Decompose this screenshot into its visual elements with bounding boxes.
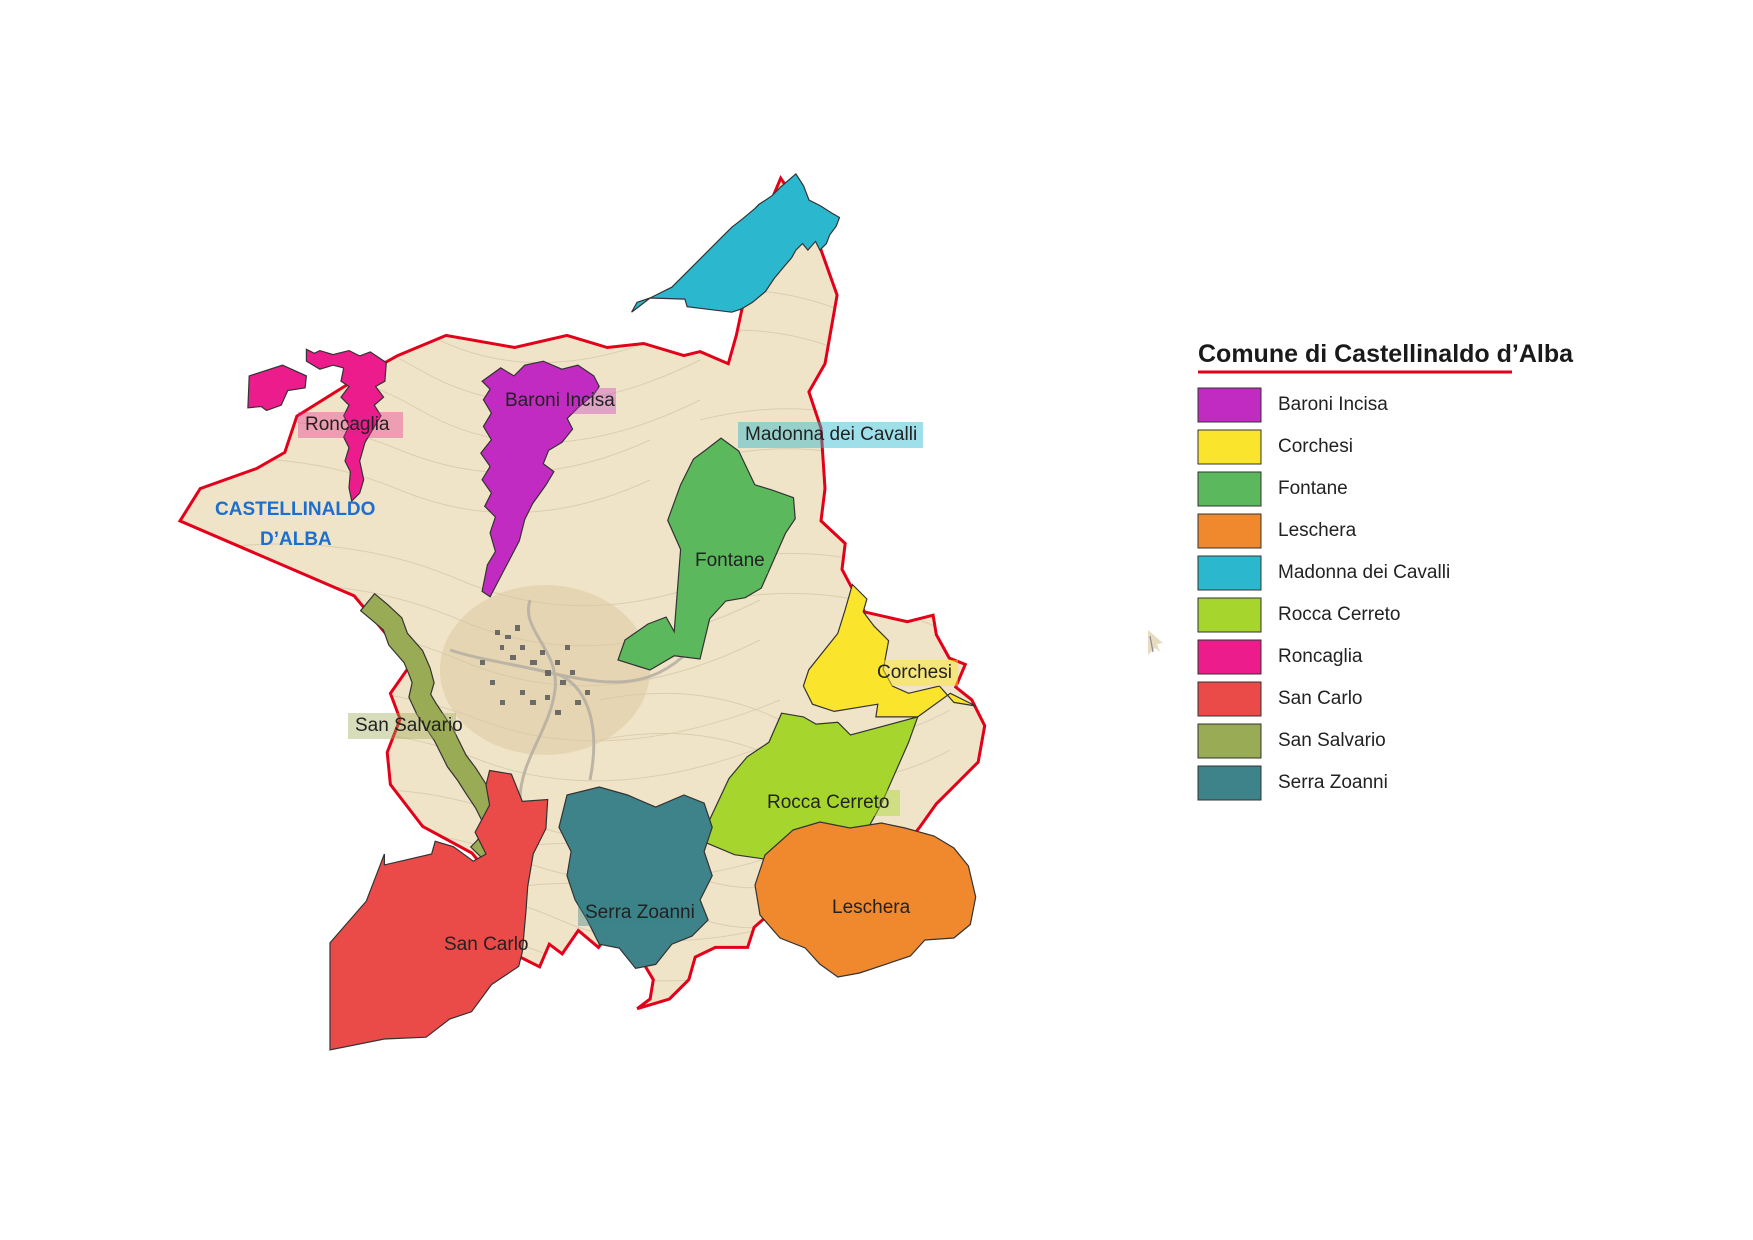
svg-text:Comune di Castellinaldo d’Alba: Comune di Castellinaldo d’Alba [1198,340,1574,368]
svg-text:Serra Zoanni: Serra Zoanni [585,902,695,923]
svg-text:Corchesi: Corchesi [877,662,952,683]
svg-text:Serra Zoanni: Serra Zoanni [1278,772,1388,793]
svg-text:San Salvario: San Salvario [1278,730,1386,751]
svg-text:Baroni Incisa: Baroni Incisa [505,390,615,411]
svg-text:San Salvario: San Salvario [355,715,463,736]
svg-text:San Carlo: San Carlo [444,934,529,955]
svg-text:Roncaglia: Roncaglia [305,414,390,435]
svg-text:Rocca Cerreto: Rocca Cerreto [1278,604,1401,625]
svg-text:Madonna dei Cavalli: Madonna dei Cavalli [745,424,917,445]
svg-text:Roncaglia: Roncaglia [1278,646,1363,667]
svg-text:Corchesi: Corchesi [1278,436,1353,457]
svg-text:Fontane: Fontane [1278,478,1348,499]
svg-text:Baroni Incisa: Baroni Incisa [1278,394,1388,415]
svg-text:San Carlo: San Carlo [1278,688,1363,709]
svg-text:Leschera: Leschera [1278,520,1357,541]
svg-text:Leschera: Leschera [832,897,911,918]
svg-text:Fontane: Fontane [695,550,765,571]
svg-text:Madonna dei Cavalli: Madonna dei Cavalli [1278,562,1450,583]
svg-text:D’ALBA: D’ALBA [260,529,332,550]
svg-text:Rocca Cerreto: Rocca Cerreto [767,792,890,813]
svg-text:CASTELLINALDO: CASTELLINALDO [215,499,375,520]
